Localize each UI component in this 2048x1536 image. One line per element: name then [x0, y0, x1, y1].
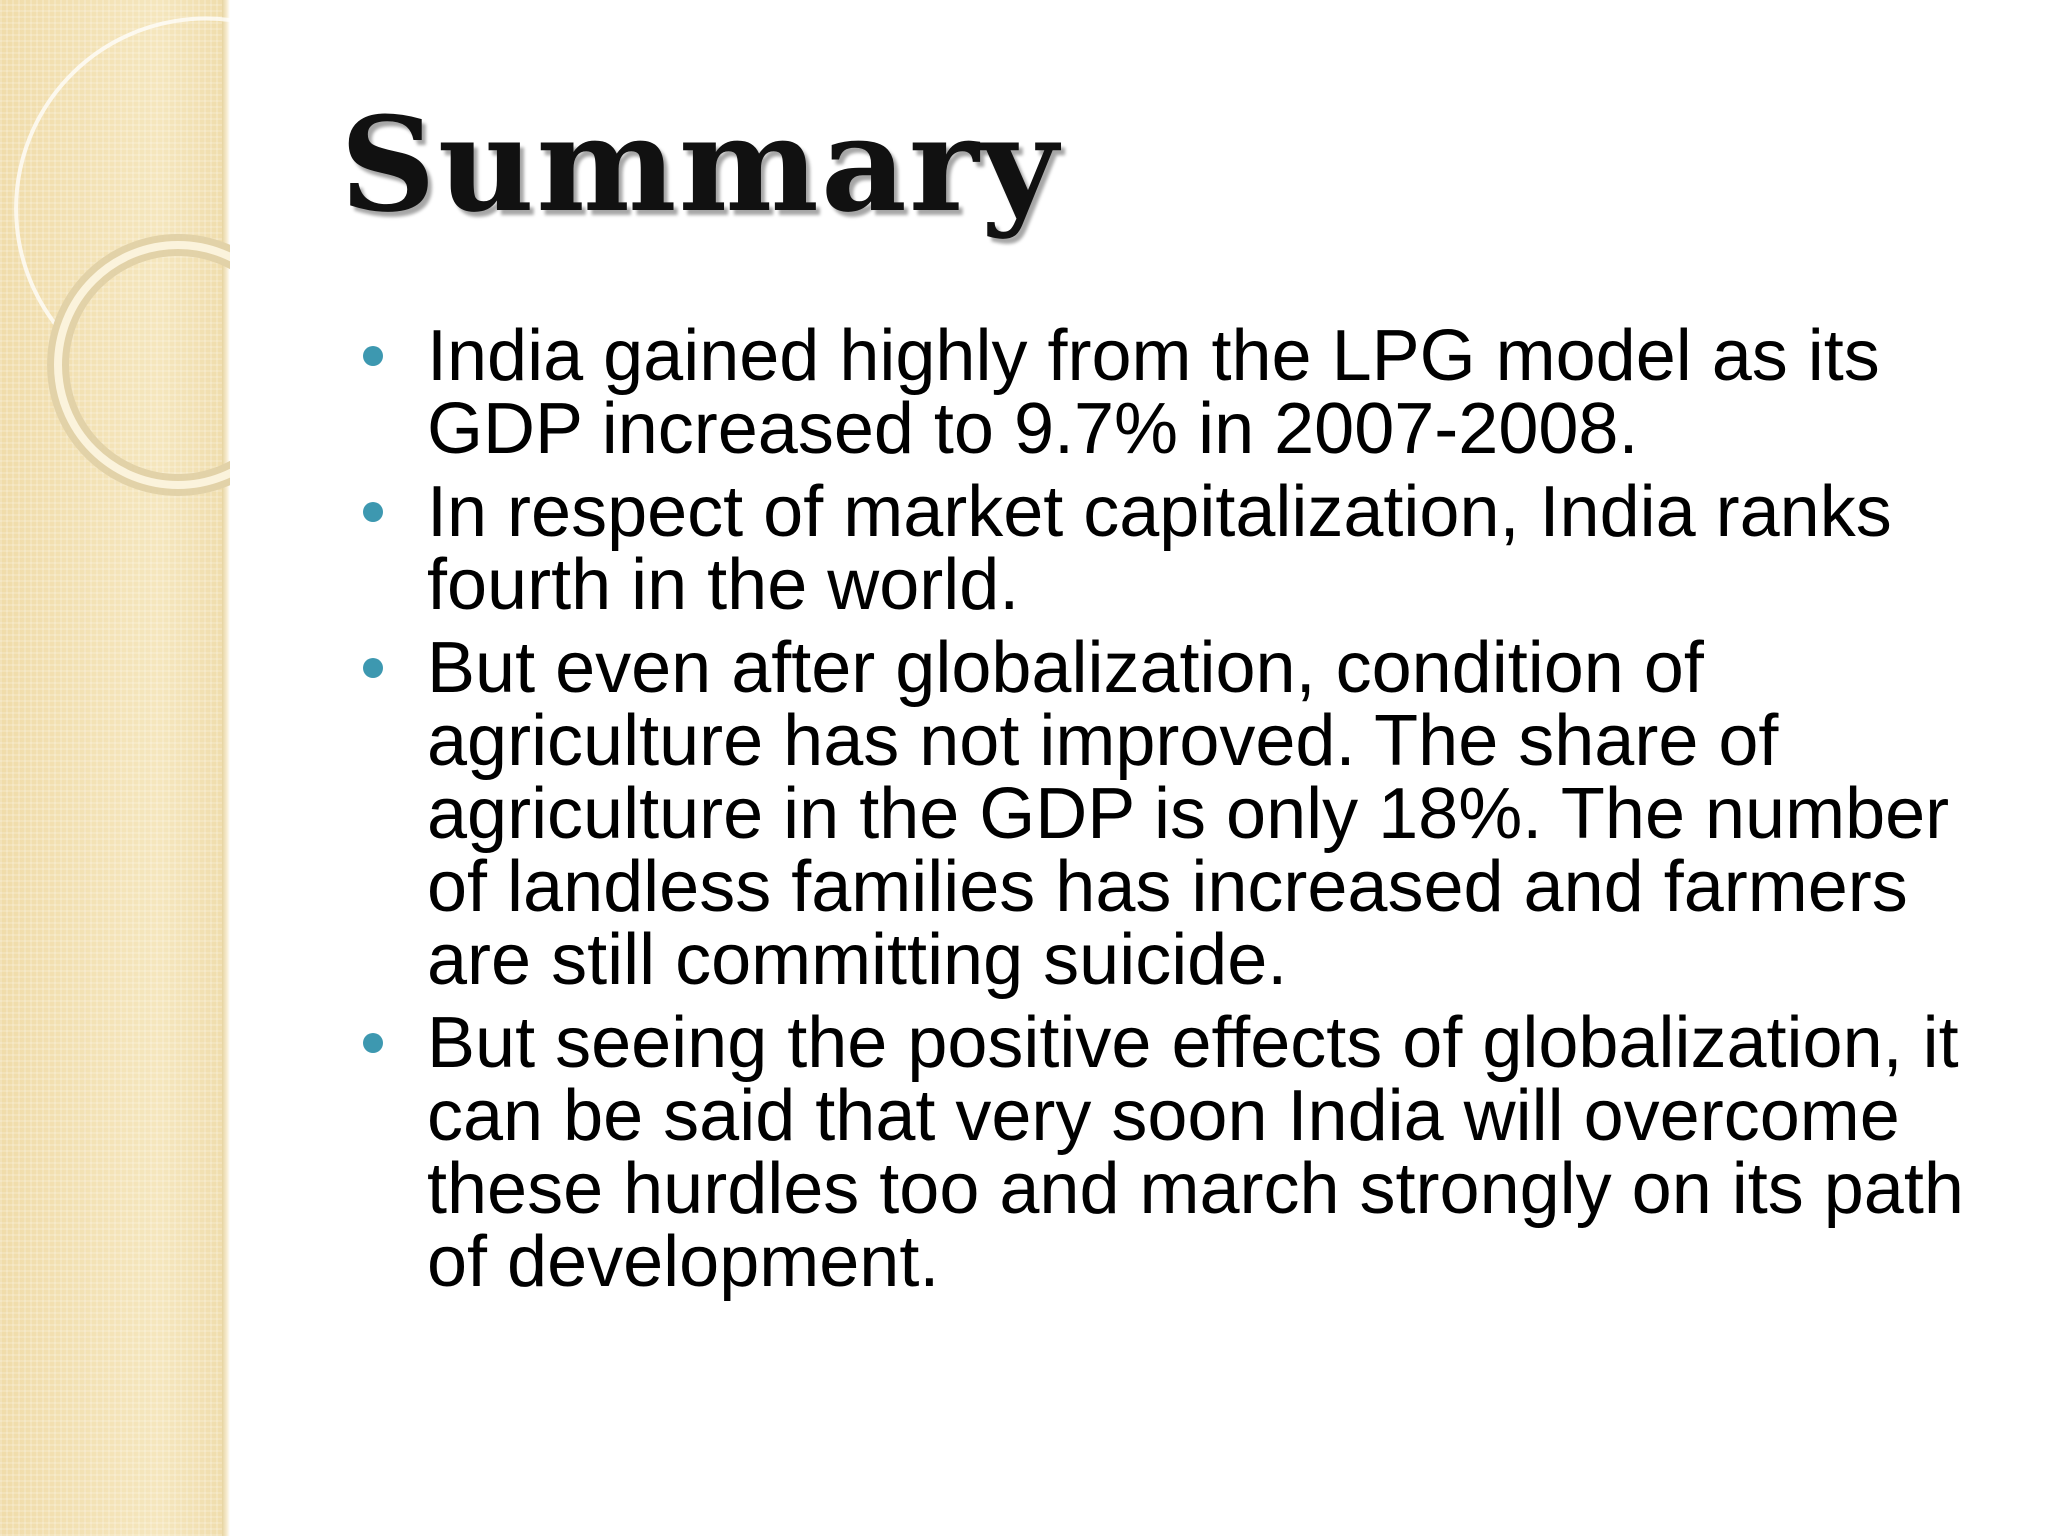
decorative-rings — [14, 16, 230, 496]
bullet-text: But seeing the positive effects of globa… — [427, 1003, 1964, 1302]
decorative-ring-large — [14, 16, 230, 332]
bullet-text: In respect of market capitalization, Ind… — [427, 472, 1892, 625]
bullet-item: But seeing the positive effects of globa… — [355, 1007, 1995, 1299]
bullet-item: But even after globalization, condition … — [355, 632, 1995, 997]
bullet-list: India gained highly from the LPG model a… — [355, 320, 1995, 1309]
bullet-dot-icon — [363, 346, 383, 366]
bullet-text: But even after globalization, condition … — [427, 628, 1950, 1000]
decorative-ring-thick — [47, 234, 230, 496]
decorative-ring-highlight — [54, 241, 230, 489]
bullet-dot-icon — [363, 658, 383, 678]
bullet-item: In respect of market capitalization, Ind… — [355, 476, 1995, 622]
bullet-item: India gained highly from the LPG model a… — [355, 320, 1995, 466]
bullet-dot-icon — [363, 502, 383, 522]
bullet-text: India gained highly from the LPG model a… — [427, 316, 1880, 469]
slide-title: Summary — [340, 88, 1060, 241]
side-panel-edge — [222, 0, 230, 1536]
bullet-dot-icon — [363, 1033, 383, 1053]
